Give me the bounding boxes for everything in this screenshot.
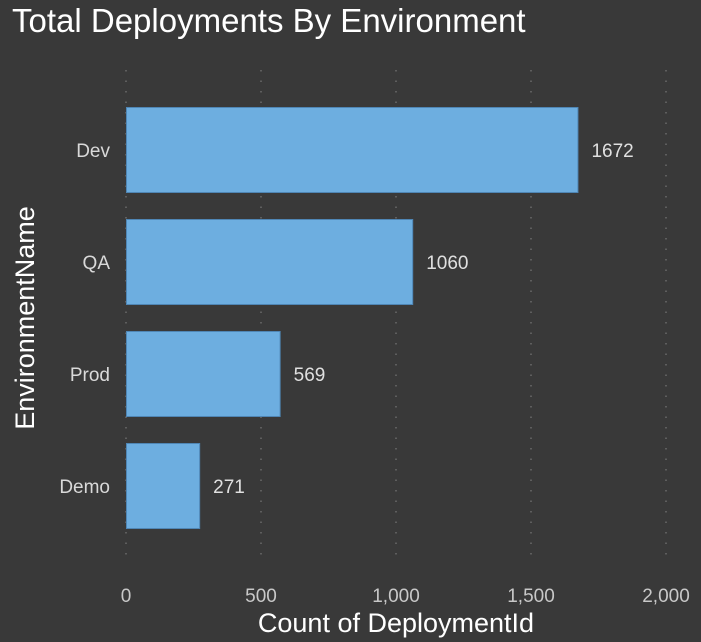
- x-tick-label: 500: [245, 586, 277, 607]
- data-label: 569: [294, 365, 326, 386]
- x-axis-title: Count of DeploymentId: [258, 608, 534, 638]
- category-label: Demo: [59, 477, 110, 498]
- bars: [126, 107, 579, 529]
- bar-prod[interactable]: [126, 331, 281, 417]
- chart-title: Total Deployments By Environment: [12, 2, 526, 39]
- x-tick-label: 1,500: [507, 586, 555, 607]
- data-label: 1672: [591, 141, 633, 162]
- x-tick-label: 1,000: [372, 586, 420, 607]
- x-tick-labels: 0 500 1,000 1,500 2,000: [121, 586, 690, 607]
- category-label: QA: [83, 253, 111, 274]
- data-label: 1060: [426, 253, 468, 274]
- y-axis-title: EnvironmentName: [10, 206, 40, 430]
- bar-demo[interactable]: [126, 443, 201, 529]
- x-tick-label: 0: [121, 586, 132, 607]
- bar-qa[interactable]: [126, 219, 414, 305]
- data-label: 271: [213, 477, 245, 498]
- bar-dev[interactable]: [126, 107, 579, 193]
- data-labels: 1672 1060 569 271: [213, 141, 634, 498]
- category-label: Prod: [70, 365, 110, 386]
- category-label: Dev: [76, 141, 110, 162]
- category-labels: Dev QA Prod Demo: [59, 141, 110, 498]
- x-tick-label: 2,000: [642, 586, 690, 607]
